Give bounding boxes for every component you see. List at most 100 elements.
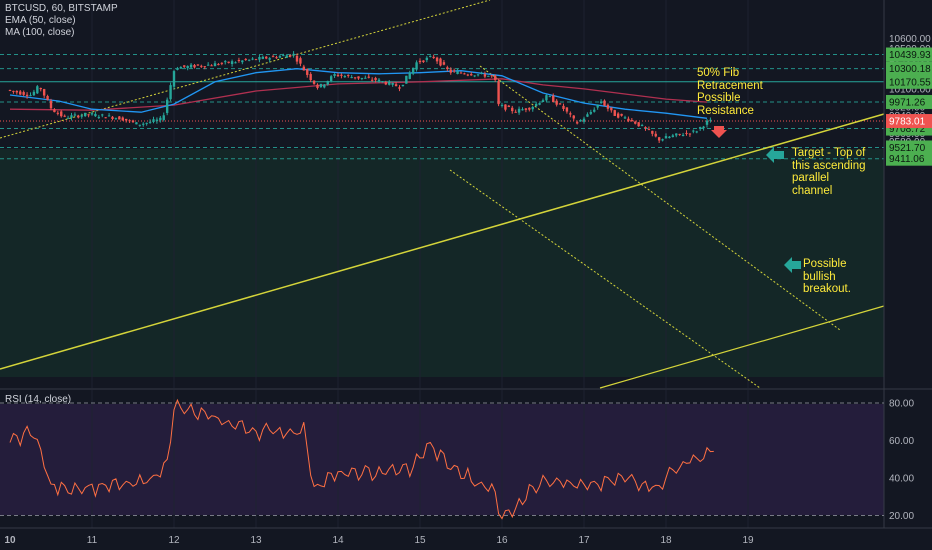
- candle-body: [145, 122, 148, 124]
- candle: [593, 107, 596, 113]
- candle: [237, 57, 241, 63]
- candle-body: [449, 69, 452, 73]
- descending-channel-upper-line: [479, 65, 841, 331]
- price-level-badge-bg: [886, 94, 932, 109]
- candle: [148, 119, 152, 124]
- candle-body: [159, 117, 162, 121]
- price-level-badge: 9411.06: [886, 151, 932, 166]
- candle: [323, 84, 326, 89]
- candle-body: [135, 122, 138, 125]
- time-axis[interactable]: 10 11 12 13 14 15 16 17 18 19: [4, 535, 754, 546]
- candle: [251, 57, 254, 61]
- candle: [353, 77, 357, 80]
- candle-body: [251, 58, 254, 60]
- candle: [97, 114, 101, 119]
- candle: [586, 112, 589, 118]
- candle: [374, 76, 377, 83]
- candle: [309, 72, 312, 83]
- candle: [224, 60, 227, 65]
- candle-body: [422, 60, 425, 63]
- candle: [329, 74, 333, 83]
- candle: [425, 56, 429, 63]
- symbol-title[interactable]: BTCUSD, 60, BITSTAMP: [5, 3, 118, 14]
- price-level-badge-label: 10170.55: [889, 77, 931, 88]
- candle: [681, 132, 685, 137]
- candlestick-series: [8, 51, 712, 143]
- candle: [449, 67, 452, 75]
- candle-body: [169, 85, 172, 100]
- candle-body: [302, 66, 306, 71]
- candle-body: [569, 113, 572, 115]
- candle: [203, 65, 206, 70]
- candle-body: [210, 65, 213, 67]
- candle: [138, 124, 142, 127]
- candle: [343, 74, 347, 78]
- candle-body: [22, 92, 25, 95]
- ma-legend[interactable]: MA (100, close): [5, 27, 75, 38]
- candle-body: [555, 100, 558, 105]
- candle: [630, 118, 634, 122]
- rsi-title[interactable]: RSI (14, close): [5, 394, 72, 405]
- candle: [575, 120, 579, 125]
- panel-separators: [0, 0, 932, 529]
- price-level-badge: 10439.93: [886, 47, 932, 62]
- candle-body: [675, 133, 678, 136]
- candle-body: [118, 116, 121, 120]
- annotation-arrows: [711, 126, 801, 273]
- candle-body: [124, 118, 128, 121]
- candle: [429, 55, 432, 58]
- candle: [25, 92, 29, 99]
- candle-body: [466, 74, 470, 76]
- candle-body: [596, 104, 599, 108]
- candle-body: [350, 77, 353, 79]
- candle-body: [203, 66, 206, 68]
- candle: [634, 120, 637, 125]
- price-tick-label: 10600.00: [889, 34, 931, 45]
- candle: [131, 119, 135, 124]
- candle-body: [599, 101, 603, 104]
- candle-body: [285, 55, 288, 58]
- candle: [487, 75, 490, 77]
- candle: [350, 74, 353, 79]
- time-tick-label: 19: [742, 535, 754, 546]
- candle: [521, 107, 524, 111]
- candle-body: [94, 113, 97, 117]
- price-level-badge-label: 9521.70: [889, 143, 926, 154]
- candle-body: [319, 83, 323, 87]
- candle: [411, 67, 415, 76]
- candle-body: [562, 105, 565, 109]
- candle: [189, 62, 193, 69]
- candle: [49, 98, 53, 111]
- candle: [442, 60, 446, 66]
- candle-body: [616, 113, 620, 118]
- candle: [169, 82, 172, 102]
- breakout-text-3: breakout.: [803, 283, 851, 295]
- time-tick-label: 11: [87, 535, 98, 546]
- candle-body: [340, 74, 343, 76]
- candle: [483, 71, 487, 79]
- candle: [381, 81, 384, 83]
- candle: [524, 108, 528, 113]
- candle-body: [234, 62, 237, 64]
- candle: [179, 66, 183, 69]
- candle-body: [565, 107, 569, 112]
- candle: [15, 90, 19, 95]
- candle-body: [541, 100, 545, 103]
- ema-legend[interactable]: EMA (50, close): [5, 15, 76, 26]
- candle: [394, 81, 398, 87]
- price-axis[interactable]: 10600.0010500.0010400.0010300.0010200.00…: [886, 34, 932, 166]
- price-level-badge-label: 10439.93: [889, 50, 931, 61]
- candle-body: [514, 111, 517, 113]
- rsi-axis: 80.00 60.00 40.00 20.00: [889, 399, 914, 523]
- candle-body: [610, 107, 613, 111]
- candle-body: [613, 110, 616, 116]
- candle-body: [329, 76, 333, 82]
- candle: [377, 77, 381, 83]
- candle-body: [213, 63, 217, 67]
- grid-layer: [91, 0, 749, 528]
- candle-body: [456, 71, 459, 75]
- candle-body: [97, 116, 101, 118]
- candle-body: [155, 119, 159, 122]
- candle: [415, 60, 418, 72]
- candle-body: [32, 91, 36, 96]
